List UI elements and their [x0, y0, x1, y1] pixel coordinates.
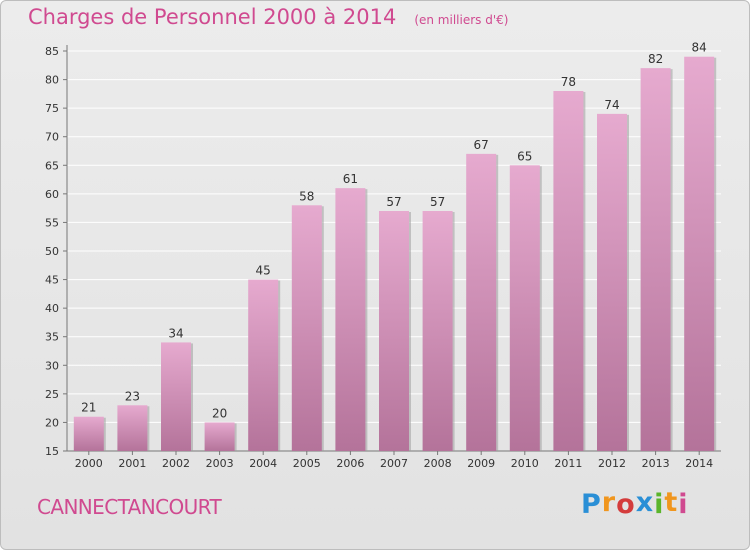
value-label: 84	[692, 41, 707, 55]
logo-letter: P	[581, 489, 602, 520]
x-tick-label: 2003	[206, 457, 234, 470]
x-tick-label: 2000	[75, 457, 103, 470]
proxiti-logo: Proxiti	[581, 487, 689, 520]
y-tick-label: 50	[45, 245, 59, 258]
value-label: 57	[386, 195, 401, 209]
x-tick-label: 2008	[424, 457, 452, 470]
x-tick-label: 2014	[685, 457, 713, 470]
bar	[248, 279, 279, 451]
y-tick-label: 85	[45, 45, 59, 58]
y-tick-label: 80	[45, 74, 59, 87]
y-tick-label: 60	[45, 188, 59, 201]
x-tick-label: 2005	[293, 457, 321, 470]
logo-letter: t	[664, 487, 679, 518]
x-tick-label: 2004	[249, 457, 277, 470]
value-label: 34	[168, 326, 183, 340]
labels: 15 20 25 30 35 40 45 50 55 60 65 70 75 80 85 21 2000 23 20…	[45, 41, 713, 470]
y-tick-label: 55	[45, 216, 59, 229]
x-tick-label: 2010	[511, 457, 539, 470]
bar	[204, 422, 235, 451]
bar	[553, 91, 584, 451]
bar	[640, 68, 671, 452]
chart-subtitle: (en milliers d'€)	[414, 13, 509, 27]
y-tick-label: 45	[45, 274, 59, 287]
bars	[73, 56, 717, 452]
chart-title-main: Charges de Personnel 2000 à 2014	[28, 5, 397, 29]
x-tick-label: 2009	[467, 457, 495, 470]
value-label: 78	[561, 75, 576, 89]
bar	[379, 211, 409, 451]
bar	[422, 211, 453, 451]
value-label: 82	[648, 52, 663, 66]
y-tick-label: 65	[45, 159, 59, 172]
commune-name: CANNECTANCOURT	[37, 495, 222, 519]
bar	[597, 113, 627, 451]
bar	[117, 405, 148, 451]
value-label: 65	[517, 149, 532, 163]
value-label: 57	[430, 195, 445, 209]
logo-letter: r	[601, 487, 617, 518]
logo-letter: i	[654, 489, 665, 520]
value-label: 74	[604, 98, 619, 112]
bar	[509, 165, 540, 452]
bar	[73, 416, 104, 451]
value-label: 23	[125, 389, 140, 403]
bar	[684, 56, 715, 451]
y-tick-label: 25	[45, 388, 59, 401]
logo-letter: x	[635, 487, 655, 518]
value-label: 58	[299, 189, 314, 203]
logo-letter: i	[678, 489, 689, 520]
y-tick-label: 30	[45, 359, 59, 372]
x-tick-label: 2007	[380, 457, 408, 470]
value-label: 20	[212, 406, 227, 420]
x-tick-label: 2012	[598, 457, 626, 470]
bar	[161, 342, 191, 451]
value-label: 45	[256, 264, 271, 278]
value-label: 61	[343, 172, 358, 186]
x-tick-label: 2011	[554, 457, 582, 470]
x-tick-label: 2006	[336, 457, 364, 470]
y-tick-label: 20	[45, 416, 59, 429]
bar	[466, 153, 497, 451]
y-tick-label: 75	[45, 102, 59, 115]
value-label: 21	[81, 401, 96, 415]
value-label: 67	[474, 138, 489, 152]
bar	[291, 205, 322, 451]
y-tick-label: 70	[45, 131, 59, 144]
logo-letter: o	[616, 489, 636, 520]
y-tick-label: 40	[45, 302, 59, 315]
x-tick-label: 2002	[162, 457, 190, 470]
chart-title: Charges de Personnel 2000 à 2014 (en mill…	[28, 5, 508, 29]
x-tick-label: 2001	[118, 457, 146, 470]
x-tick-label: 2013	[642, 457, 670, 470]
y-tick-label: 35	[45, 331, 59, 344]
y-tick-label: 15	[45, 445, 59, 458]
bar	[335, 188, 366, 451]
